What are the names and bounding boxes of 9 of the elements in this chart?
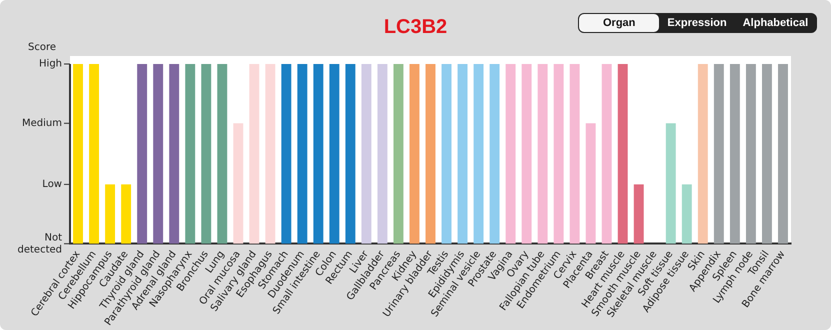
text: Expression bbox=[666, 16, 728, 31]
text: Organ bbox=[579, 14, 660, 32]
text: Not detected bbox=[18, 232, 62, 256]
text: Low bbox=[42, 179, 62, 190]
text: Alphabetical bbox=[742, 16, 810, 31]
text: High bbox=[39, 58, 62, 70]
chart-title: LC3B2 bbox=[384, 16, 448, 38]
text: Medium bbox=[22, 118, 62, 129]
y-axis-title: Score bbox=[28, 42, 56, 53]
